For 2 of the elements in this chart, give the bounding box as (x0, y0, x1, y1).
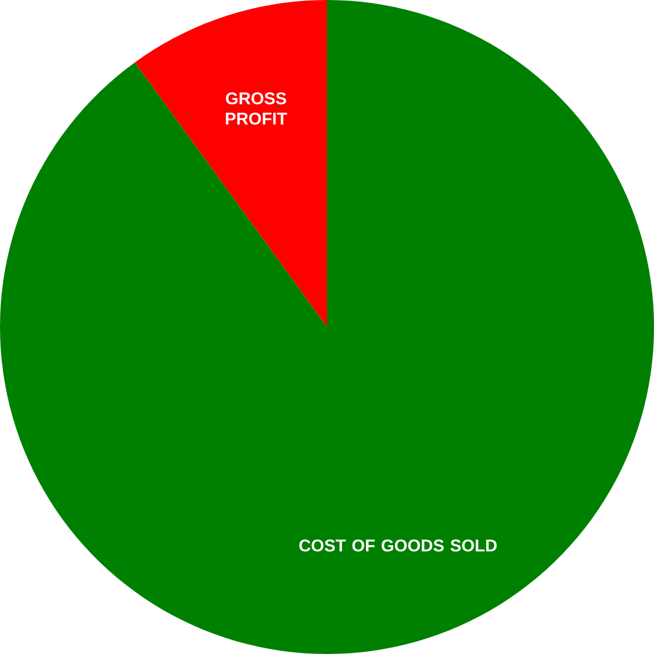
slice-label: GROSS PROFIT (226, 92, 288, 125)
slice-label: COST OF GOODS SOLD (299, 539, 497, 552)
